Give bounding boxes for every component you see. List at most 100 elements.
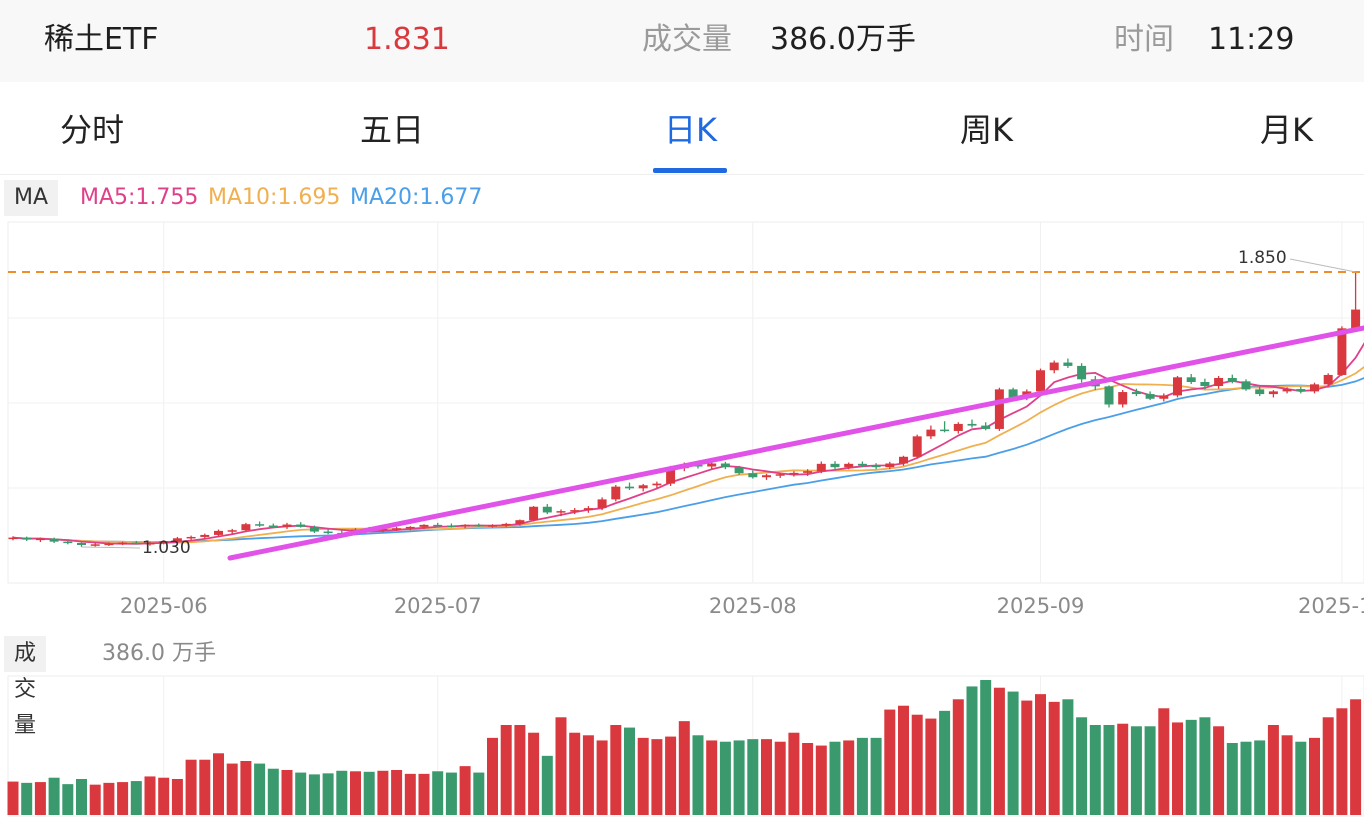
candle-body	[35, 538, 45, 541]
ma10-value: MA10:1.695	[208, 185, 341, 210]
candle	[1131, 388, 1141, 397]
volume-tag[interactable]: 成交量	[4, 636, 47, 738]
candle-body	[1310, 384, 1319, 392]
candle-body	[474, 524, 484, 527]
candle-body	[145, 542, 155, 545]
tab-intraday[interactable]: 分时	[60, 111, 125, 149]
candle	[1077, 363, 1087, 383]
volume-bar	[733, 740, 745, 815]
candle	[830, 461, 840, 470]
volume-panel-value: 386.0 万手	[102, 641, 216, 666]
volume-bar	[1035, 694, 1046, 815]
candle-body	[488, 525, 497, 527]
volume-bar	[144, 776, 156, 815]
candle-body	[1159, 395, 1169, 399]
candle-body	[159, 541, 169, 543]
candle	[748, 470, 758, 479]
candle	[899, 455, 908, 466]
candle	[1214, 375, 1224, 389]
candle-body	[172, 538, 182, 542]
active-tab-indicator	[653, 168, 727, 173]
ma20-line	[12, 377, 1364, 543]
candle-body	[433, 524, 443, 527]
volume-bar	[1048, 701, 1060, 815]
candle	[200, 533, 210, 539]
volume-bar	[130, 781, 142, 815]
tab-monthly-k[interactable]: 月K	[1260, 111, 1313, 149]
candle	[638, 483, 648, 492]
volume-bar	[391, 770, 403, 815]
candle-body	[556, 511, 566, 513]
candle	[488, 524, 497, 528]
candle-body	[1241, 381, 1251, 390]
candle-body	[611, 486, 621, 500]
candle-body	[542, 506, 552, 513]
volume-bar	[445, 772, 457, 815]
volume-bar	[158, 777, 170, 815]
candlesticks	[8, 272, 1361, 547]
volume-bar	[1158, 708, 1170, 815]
volume-bar	[295, 772, 307, 815]
volume-bar	[1295, 741, 1307, 815]
volume-bar	[980, 680, 992, 815]
volume-bar	[1172, 722, 1183, 815]
volume-bar	[624, 727, 635, 815]
volume-bar	[322, 773, 334, 815]
x-tick-label: 2025-08	[709, 594, 797, 618]
candle-body	[323, 531, 333, 534]
candle-body	[583, 508, 593, 511]
candle-body	[830, 463, 840, 468]
volume-bar	[21, 782, 33, 815]
candle-body	[309, 526, 319, 532]
ma5-value: MA5:1.755	[80, 185, 199, 210]
volume-bar	[226, 763, 238, 815]
volume-bar	[89, 784, 101, 815]
x-axis-ticks: 2025-06 2025-07 2025-08 2025-09 2025-10	[120, 594, 1364, 618]
candle	[885, 461, 895, 470]
candle	[1227, 374, 1237, 384]
candle-body	[529, 506, 539, 521]
candle	[1296, 386, 1306, 394]
volume-bar	[1062, 699, 1074, 815]
candle	[542, 504, 552, 515]
candle-body	[200, 534, 210, 537]
candle-body	[981, 425, 991, 429]
candle-body	[1214, 377, 1224, 387]
candle	[940, 421, 950, 433]
candle	[816, 461, 826, 474]
security-name: 稀土ETF	[44, 22, 159, 57]
candle-body	[1036, 370, 1045, 392]
tab-daily-k[interactable]: 日K	[664, 111, 717, 149]
candle-body	[570, 510, 580, 512]
volume-bar	[1144, 726, 1156, 815]
candle	[1063, 358, 1073, 368]
tab-five-day[interactable]: 五日	[360, 111, 425, 149]
volume-bars	[7, 680, 1362, 815]
candle	[720, 461, 730, 470]
time-label: 时间	[1114, 22, 1174, 57]
volume-value: 386.0万手	[770, 22, 916, 57]
ma-tag[interactable]: MA	[4, 180, 59, 216]
candle	[446, 523, 456, 528]
candle	[405, 526, 415, 531]
volume-bar	[925, 718, 937, 815]
candle-body	[392, 528, 402, 530]
candle-body	[625, 486, 634, 489]
volume-bar	[815, 745, 827, 815]
candle	[611, 484, 621, 502]
candle-body	[1173, 377, 1182, 396]
candle-body	[1104, 386, 1114, 405]
candle	[515, 519, 525, 526]
volume-bar	[1089, 725, 1101, 815]
candle-body	[1049, 362, 1059, 371]
candle-body	[953, 423, 963, 431]
candle	[433, 522, 443, 527]
time-value: 11:29	[1208, 22, 1295, 57]
volume-bar	[747, 739, 759, 815]
candle	[159, 540, 169, 545]
volume-bar	[678, 721, 690, 815]
tab-weekly-k[interactable]: 周K	[960, 111, 1013, 149]
volume-bar	[569, 732, 581, 815]
ma10-line	[12, 365, 1364, 544]
